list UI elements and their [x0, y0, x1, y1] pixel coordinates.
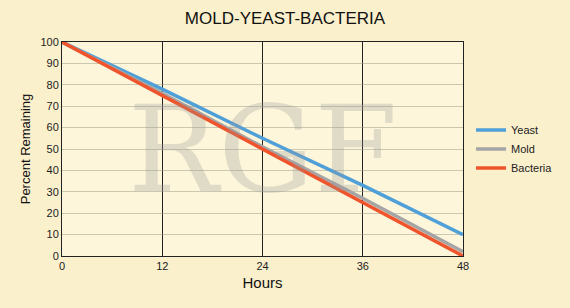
svg-text:50: 50 — [47, 143, 59, 155]
svg-text:Percent Remaining: Percent Remaining — [18, 94, 33, 205]
svg-text:100: 100 — [40, 36, 58, 48]
svg-text:Hours: Hours — [242, 274, 282, 291]
svg-text:24: 24 — [256, 260, 268, 272]
svg-text:20: 20 — [47, 207, 59, 219]
svg-text:Bacteria: Bacteria — [511, 162, 552, 174]
svg-text:0: 0 — [53, 250, 59, 262]
svg-text:0: 0 — [59, 260, 65, 272]
svg-text:Yeast: Yeast — [511, 124, 538, 136]
svg-text:70: 70 — [47, 100, 59, 112]
svg-text:90: 90 — [47, 57, 59, 69]
svg-text:60: 60 — [47, 121, 59, 133]
svg-text:48: 48 — [457, 260, 469, 272]
svg-text:10: 10 — [47, 228, 59, 240]
svg-text:40: 40 — [47, 164, 59, 176]
svg-text:80: 80 — [47, 79, 59, 91]
svg-text:RGF: RGF — [128, 80, 397, 219]
svg-text:36: 36 — [357, 260, 369, 272]
svg-text:Mold: Mold — [511, 143, 535, 155]
svg-text:12: 12 — [156, 260, 168, 272]
svg-text:MOLD-YEAST-BACTERIA: MOLD-YEAST-BACTERIA — [185, 9, 386, 28]
svg-text:30: 30 — [47, 186, 59, 198]
